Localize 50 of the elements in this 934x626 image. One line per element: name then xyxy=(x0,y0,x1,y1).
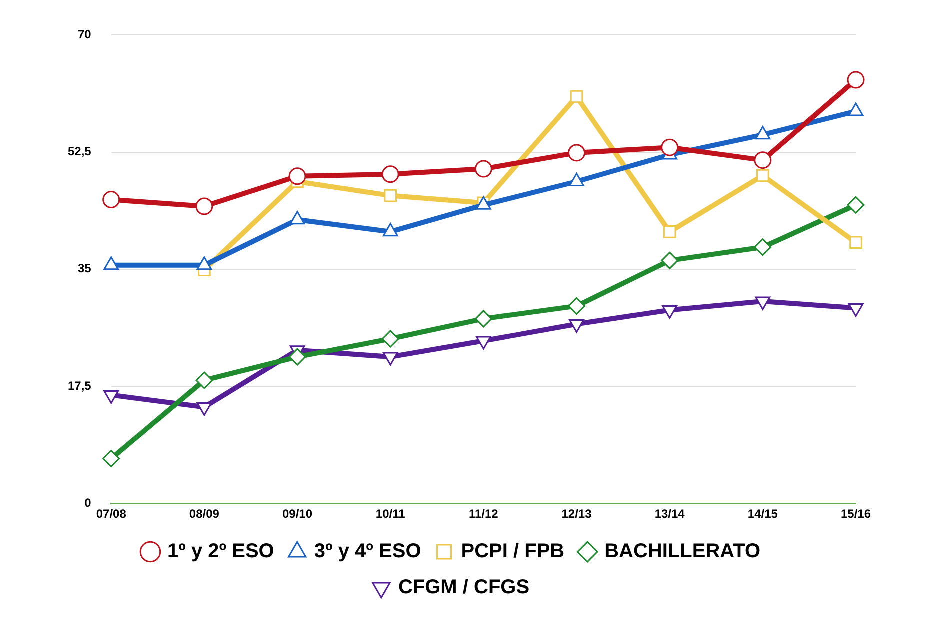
point xyxy=(754,152,772,170)
y-tick-label: 70 xyxy=(78,28,92,42)
y-tick-label: 52,5 xyxy=(68,144,92,159)
x-tick-label: 09/10 xyxy=(282,507,313,522)
point xyxy=(382,166,400,184)
x-tick-label: 13/14 xyxy=(654,507,686,522)
x-tick-label: 08/09 xyxy=(189,507,220,522)
x-tick-label: 11/12 xyxy=(468,507,499,522)
point xyxy=(474,310,492,328)
x-tick-label: 15/16 xyxy=(840,507,872,522)
point xyxy=(755,296,771,310)
point xyxy=(382,352,398,366)
point xyxy=(288,168,306,186)
point xyxy=(104,390,120,404)
point xyxy=(663,226,676,238)
point xyxy=(474,160,492,178)
point xyxy=(568,297,586,315)
point xyxy=(661,138,679,156)
point xyxy=(382,330,400,348)
point xyxy=(570,90,584,104)
y-tick-label: 17,5 xyxy=(68,378,92,393)
point xyxy=(568,144,586,162)
point xyxy=(754,238,772,256)
x-tick-label: 10/11 xyxy=(376,507,406,522)
point xyxy=(847,196,865,214)
y-tick-label: 0 xyxy=(84,496,92,510)
legend-label: 3º y 4º ESO xyxy=(314,540,422,563)
x-tick-label: 12/13 xyxy=(562,507,592,522)
point xyxy=(847,71,865,89)
point xyxy=(102,450,120,468)
legend-label: 1º y 2º ESO xyxy=(167,540,274,563)
y-tick-label: 35 xyxy=(78,262,92,276)
point xyxy=(288,348,306,366)
point xyxy=(476,336,492,350)
point xyxy=(756,169,770,182)
point xyxy=(384,189,398,202)
legend-label: PCPI / FPB xyxy=(461,540,565,563)
point xyxy=(102,191,120,209)
point xyxy=(848,303,864,317)
point xyxy=(196,372,214,390)
x-tick-label: 14/15 xyxy=(748,507,778,522)
point xyxy=(196,198,214,216)
point xyxy=(661,252,679,270)
point xyxy=(662,305,678,319)
point xyxy=(196,402,212,416)
point xyxy=(569,320,584,334)
x-tick-label: 07/08 xyxy=(96,507,127,522)
legend-label: BACHILLERATO xyxy=(604,540,761,563)
legend-label: CFGM / CFGS xyxy=(398,576,530,599)
point xyxy=(850,236,862,250)
